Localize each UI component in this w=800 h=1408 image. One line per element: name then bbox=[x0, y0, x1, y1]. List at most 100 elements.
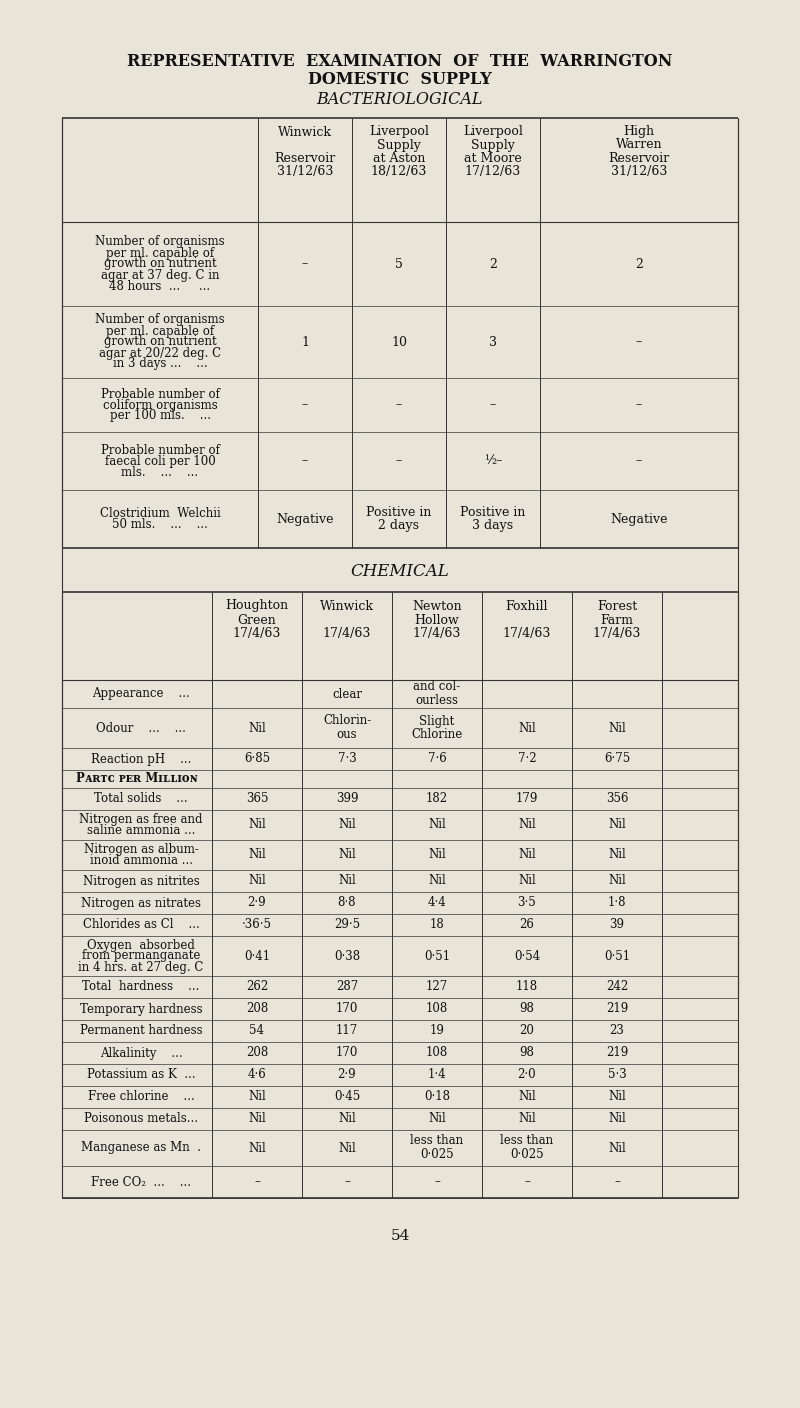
Text: 54: 54 bbox=[250, 1025, 265, 1038]
Text: clear: clear bbox=[332, 687, 362, 701]
Text: Nil: Nil bbox=[518, 874, 536, 887]
Text: Nil: Nil bbox=[518, 1091, 536, 1104]
Text: Odour    ...    ...: Odour ... ... bbox=[96, 721, 186, 735]
Text: 5: 5 bbox=[395, 258, 403, 270]
Text: 6·75: 6·75 bbox=[604, 752, 630, 766]
Text: agar at 37 deg. C in: agar at 37 deg. C in bbox=[101, 269, 219, 282]
Text: Free chlorine    ...: Free chlorine ... bbox=[88, 1091, 194, 1104]
Text: Appearance    ...: Appearance ... bbox=[92, 687, 190, 701]
Text: 1·8: 1·8 bbox=[608, 897, 626, 910]
Text: Permanent hardness: Permanent hardness bbox=[80, 1025, 202, 1038]
Text: 4·4: 4·4 bbox=[428, 897, 446, 910]
Text: Nitrogen as free and: Nitrogen as free and bbox=[79, 812, 202, 826]
Text: Nil: Nil bbox=[608, 721, 626, 735]
Text: Nil: Nil bbox=[248, 849, 266, 862]
Text: Winwick: Winwick bbox=[320, 600, 374, 612]
Text: Nil: Nil bbox=[248, 874, 266, 887]
Text: Reservoir: Reservoir bbox=[274, 152, 336, 165]
Text: 54: 54 bbox=[390, 1229, 410, 1243]
Text: 170: 170 bbox=[336, 1002, 358, 1015]
Text: less than: less than bbox=[410, 1135, 463, 1148]
Text: Nil: Nil bbox=[608, 874, 626, 887]
Text: –: – bbox=[344, 1176, 350, 1188]
Text: –: – bbox=[396, 398, 402, 411]
Text: 4·6: 4·6 bbox=[248, 1069, 266, 1081]
Text: ·36·5: ·36·5 bbox=[242, 918, 272, 932]
Text: 127: 127 bbox=[426, 980, 448, 994]
Text: REPRESENTATIVE  EXAMINATION  OF  THE  WARRINGTON: REPRESENTATIVE EXAMINATION OF THE WARRIN… bbox=[127, 54, 673, 70]
Text: 6·85: 6·85 bbox=[244, 752, 270, 766]
Text: ½–: ½– bbox=[484, 455, 502, 467]
Text: Nil: Nil bbox=[428, 849, 446, 862]
Text: per ml. capable of: per ml. capable of bbox=[106, 246, 214, 259]
Text: 3: 3 bbox=[489, 335, 497, 349]
Text: Nil: Nil bbox=[608, 1091, 626, 1104]
Text: 31/12/63: 31/12/63 bbox=[611, 165, 667, 177]
Text: Farm: Farm bbox=[601, 614, 634, 627]
Text: Poisonous metals...: Poisonous metals... bbox=[84, 1112, 198, 1125]
Text: Nil: Nil bbox=[518, 721, 536, 735]
Text: Manganese as Mn  .: Manganese as Mn . bbox=[81, 1142, 201, 1155]
Text: ous: ous bbox=[337, 728, 358, 742]
Text: Potassium as K  ...: Potassium as K ... bbox=[86, 1069, 195, 1081]
Text: 208: 208 bbox=[246, 1002, 268, 1015]
Text: Free CO₂  ...    ...: Free CO₂ ... ... bbox=[91, 1176, 191, 1188]
Text: –: – bbox=[396, 455, 402, 467]
Text: 170: 170 bbox=[336, 1046, 358, 1059]
Text: Nil: Nil bbox=[428, 874, 446, 887]
Text: 0·025: 0·025 bbox=[510, 1149, 544, 1162]
Text: 3 days: 3 days bbox=[473, 520, 514, 532]
Text: Nil: Nil bbox=[338, 1112, 356, 1125]
Text: DOMESTIC  SUPPLY: DOMESTIC SUPPLY bbox=[308, 72, 492, 89]
Text: Reservoir: Reservoir bbox=[608, 152, 670, 165]
Text: Supply: Supply bbox=[471, 138, 515, 152]
Text: Nitrogen as nitrites: Nitrogen as nitrites bbox=[82, 874, 199, 887]
Text: –: – bbox=[636, 335, 642, 349]
Text: Houghton: Houghton bbox=[226, 600, 289, 612]
Text: 7·6: 7·6 bbox=[428, 752, 446, 766]
Text: ourless: ourless bbox=[415, 694, 458, 707]
Text: Negative: Negative bbox=[610, 513, 668, 525]
Text: 208: 208 bbox=[246, 1046, 268, 1059]
Text: Nil: Nil bbox=[608, 1112, 626, 1125]
Text: 5·3: 5·3 bbox=[608, 1069, 626, 1081]
Text: Nil: Nil bbox=[518, 818, 536, 832]
Text: 0·41: 0·41 bbox=[244, 949, 270, 963]
Text: inoid ammonia ...: inoid ammonia ... bbox=[90, 855, 193, 867]
Text: Chlorine: Chlorine bbox=[411, 728, 462, 742]
Text: 17/4/63: 17/4/63 bbox=[503, 628, 551, 641]
Text: 356: 356 bbox=[606, 793, 628, 805]
Text: less than: less than bbox=[501, 1135, 554, 1148]
Text: 2·9: 2·9 bbox=[248, 897, 266, 910]
Text: 1·4: 1·4 bbox=[428, 1069, 446, 1081]
Text: 2 days: 2 days bbox=[378, 520, 419, 532]
Text: Nitrogen as album-: Nitrogen as album- bbox=[83, 843, 198, 856]
Text: Winwick: Winwick bbox=[278, 125, 332, 138]
Text: Total  hardness    ...: Total hardness ... bbox=[82, 980, 200, 994]
Text: Nil: Nil bbox=[428, 1112, 446, 1125]
Text: at Aston: at Aston bbox=[373, 152, 425, 165]
Text: Nil: Nil bbox=[248, 1142, 266, 1155]
Text: mls.    ...    ...: mls. ... ... bbox=[122, 466, 198, 479]
Text: Total solids    ...: Total solids ... bbox=[94, 793, 188, 805]
Text: 108: 108 bbox=[426, 1002, 448, 1015]
Text: Nitrogen as nitrates: Nitrogen as nitrates bbox=[81, 897, 201, 910]
Text: Negative: Negative bbox=[276, 513, 334, 525]
Text: coliform organisms: coliform organisms bbox=[102, 398, 218, 411]
Text: growth on nutrient: growth on nutrient bbox=[104, 258, 216, 270]
Text: 29·5: 29·5 bbox=[334, 918, 360, 932]
Text: –: – bbox=[254, 1176, 260, 1188]
Text: Forest: Forest bbox=[597, 600, 637, 612]
Text: Nil: Nil bbox=[248, 818, 266, 832]
Text: 0·54: 0·54 bbox=[514, 949, 540, 963]
Text: growth on nutrient: growth on nutrient bbox=[104, 335, 216, 349]
Text: CHEMICAL: CHEMICAL bbox=[350, 563, 450, 580]
Text: 10: 10 bbox=[391, 335, 407, 349]
Text: Green: Green bbox=[238, 614, 276, 627]
Text: 0·51: 0·51 bbox=[424, 949, 450, 963]
Text: –: – bbox=[636, 455, 642, 467]
Text: Chlorin-: Chlorin- bbox=[323, 714, 371, 728]
Text: 7·3: 7·3 bbox=[338, 752, 356, 766]
Text: 287: 287 bbox=[336, 980, 358, 994]
Text: 2·0: 2·0 bbox=[518, 1069, 536, 1081]
